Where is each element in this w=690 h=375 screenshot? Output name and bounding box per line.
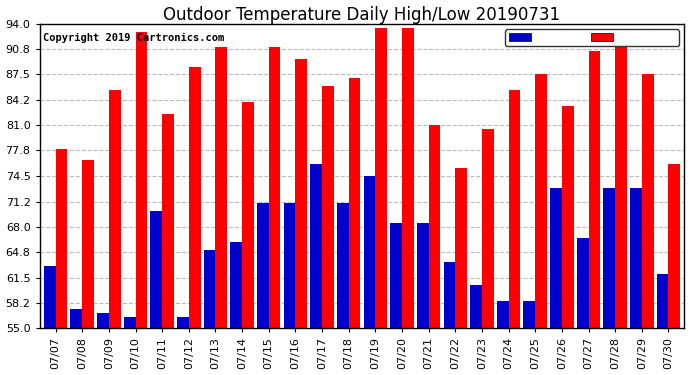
- Bar: [97, 313, 109, 328]
- Bar: [257, 203, 268, 328]
- Bar: [124, 316, 135, 328]
- Bar: [535, 75, 547, 328]
- Bar: [364, 176, 375, 328]
- Bar: [348, 78, 360, 328]
- Bar: [150, 211, 162, 328]
- Bar: [657, 274, 669, 328]
- Bar: [402, 28, 414, 328]
- Bar: [44, 266, 56, 328]
- Bar: [615, 47, 627, 328]
- Bar: [509, 90, 520, 328]
- Bar: [444, 262, 455, 328]
- Bar: [417, 223, 428, 328]
- Bar: [135, 32, 147, 328]
- Bar: [470, 285, 482, 328]
- Bar: [455, 168, 467, 328]
- Bar: [482, 129, 493, 328]
- Bar: [56, 148, 68, 328]
- Bar: [204, 250, 215, 328]
- Bar: [284, 203, 295, 328]
- Bar: [497, 301, 509, 328]
- Bar: [70, 309, 82, 328]
- Bar: [562, 106, 573, 328]
- Bar: [82, 160, 94, 328]
- Bar: [630, 188, 642, 328]
- Bar: [604, 188, 615, 328]
- Bar: [428, 125, 440, 328]
- Bar: [391, 223, 402, 328]
- Bar: [375, 28, 387, 328]
- Bar: [230, 242, 242, 328]
- Bar: [337, 203, 348, 328]
- Bar: [669, 164, 680, 328]
- Bar: [550, 188, 562, 328]
- Bar: [295, 59, 307, 328]
- Bar: [242, 102, 254, 328]
- Bar: [109, 90, 121, 328]
- Bar: [162, 114, 174, 328]
- Title: Outdoor Temperature Daily High/Low 20190731: Outdoor Temperature Daily High/Low 20190…: [164, 6, 560, 24]
- Text: Copyright 2019 Cartronics.com: Copyright 2019 Cartronics.com: [43, 33, 224, 43]
- Bar: [189, 67, 201, 328]
- Bar: [322, 86, 334, 328]
- Bar: [577, 238, 589, 328]
- Bar: [268, 47, 280, 328]
- Bar: [177, 316, 189, 328]
- Bar: [215, 47, 227, 328]
- Legend: Low  (°F), High  (°F): Low (°F), High (°F): [505, 29, 679, 46]
- Bar: [589, 51, 600, 328]
- Bar: [310, 164, 322, 328]
- Bar: [524, 301, 535, 328]
- Bar: [642, 75, 653, 328]
